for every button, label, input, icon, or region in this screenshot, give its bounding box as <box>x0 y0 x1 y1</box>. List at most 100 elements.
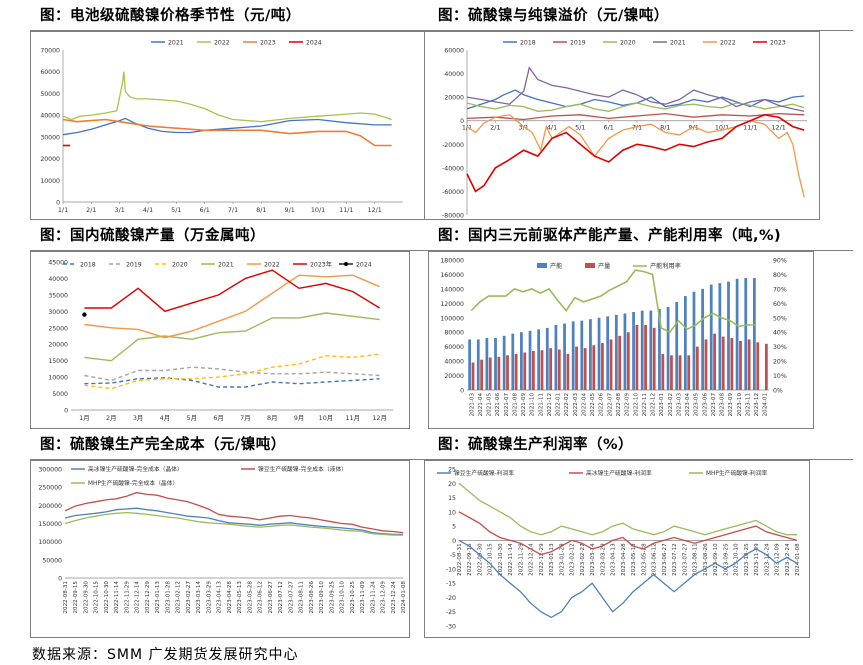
c4-x-tick-label: 2023-01 <box>659 393 665 417</box>
chart4-panel: 0 20000 40000 60000 80000 100000 120000 140000 1… <box>428 251 814 429</box>
c1-y-tick-label: 40000 <box>40 113 60 120</box>
c4-y-tick-label: 40000 <box>444 359 464 366</box>
c5-x-tick-label: 2023-11-24 <box>370 581 376 614</box>
c3-y-tick-label: 25000 <box>48 325 68 332</box>
c5-x-tick-label: 2022-11-14 <box>114 581 120 614</box>
c5-x-tick-label: 2023-05-13 <box>237 581 243 614</box>
c4-y-tick-label: 20000 <box>444 373 464 380</box>
chart2-svg: -80000 -60000 -40000 -20000 0 20000 40000 60000… <box>442 39 807 220</box>
c4-bar-capacity <box>692 291 696 390</box>
c1-x-tick-label: 6/1 <box>200 206 210 214</box>
c2-legend-label: 2018 <box>520 39 536 46</box>
c5-x-tick-label: 2023-02-27 <box>186 581 192 614</box>
c4-y-tick-label: 180000 <box>440 258 464 265</box>
chart3-svg: 0 5000 10000 15000 20000 25000 30000 35000 40000… <box>48 260 393 422</box>
c5-x-tick-label: 2023-06-27 <box>268 581 274 614</box>
c2-line-2022 <box>466 114 805 198</box>
c4-x-tick-label: 2023-08 <box>720 393 726 417</box>
c6-y-tick-label: -5 <box>450 552 456 559</box>
c6-x-tick-label: 2023-02-12 <box>570 543 576 576</box>
chart1-panel: 0 10000 20000 30000 40000 50000 60000 70000 1/1 2… <box>30 31 428 220</box>
c1-x-tick-label: 8/1 <box>256 206 266 214</box>
c2-y-tick-label: 40000 <box>444 71 464 78</box>
c6-x-tick-label: 2023-02-27 <box>580 543 586 576</box>
c4-bar-capacity <box>709 284 713 390</box>
c5-x-tick-label: 2023-05-28 <box>247 581 253 614</box>
c4-bar-output <box>609 339 613 390</box>
c1-legend-label: 2024 <box>306 39 322 46</box>
c4-x-tick-label: 2023-02 <box>668 393 674 416</box>
c4-bar-capacity <box>520 332 523 390</box>
c4-bar-output <box>549 348 553 390</box>
c5-x-tick-label: 2022-12-29 <box>145 581 151 614</box>
c4-x-tick-label: 2022-12 <box>651 393 657 416</box>
c5-x-tick-label: 2023-10-10 <box>340 581 346 614</box>
c3-y-tick-label: 35000 <box>48 292 68 299</box>
c1-y-tick-label: 10000 <box>40 178 60 185</box>
c4-bar-capacity <box>683 296 687 390</box>
c3-x-tick-label: 6月 <box>213 414 223 422</box>
c1-x-tick-label: 10/1 <box>311 206 325 214</box>
c6-x-tick-label: 2022-12-14 <box>529 543 535 576</box>
c5-x-tick-label: 2022-12-14 <box>135 581 141 614</box>
c5-x-tick-label: 2022-10-30 <box>104 581 110 614</box>
c6-legend-label: MHP生产硫酸镍-利润率 <box>706 469 768 477</box>
c1-line-2023 <box>62 118 392 147</box>
c4-bar-capacity <box>554 325 558 390</box>
c1-x-tick-label: 7/1 <box>228 206 238 214</box>
c5-x-tick-label: 2023-01-28 <box>165 581 171 614</box>
c6-y-tick-label: -30 <box>446 624 456 631</box>
c2-legend-label: 2020 <box>620 39 636 46</box>
c6-legend-label: 镍豆生产硫酸镍-利润率 <box>454 469 514 477</box>
c5-x-tick-label: 2023-02-12 <box>176 581 182 614</box>
c5-x-tick-label: 2023-09-25 <box>329 581 335 614</box>
c2-legend-label: 2022 <box>720 39 736 46</box>
c4-x-tick-label: 2023-09 <box>728 393 734 417</box>
c3-x-tick-label: 4月 <box>160 414 170 422</box>
c4-bar-output <box>497 356 501 390</box>
c5-y-tick-label: 250000 <box>38 485 62 492</box>
c1-y-tick-label: 50000 <box>40 91 60 98</box>
c4-x-tick-label: 2021-07 <box>504 393 510 417</box>
c5-x-tick-label: 2023-01-13 <box>155 581 161 614</box>
c4-legend-swatch <box>585 263 595 268</box>
c5-x-tick-label: 2023-12-09 <box>381 581 387 614</box>
c4-bar-output <box>721 336 725 390</box>
c2-y-tick-label: 0 <box>460 118 464 125</box>
c3-y-tick-label: 15000 <box>48 358 68 365</box>
chart1-svg: 0 10000 20000 30000 40000 50000 60000 70000 1/1 2… <box>40 39 403 214</box>
c5-x-tick-label: 2023-08-26 <box>309 581 315 614</box>
c4-bar-output <box>506 355 509 390</box>
c1-y-tick-label: 70000 <box>40 48 60 55</box>
c5-x-tick-label: 2023-04-13 <box>217 581 223 614</box>
c2-x-tick-label: 5/1 <box>575 124 585 132</box>
c4-bar-capacity <box>545 327 549 390</box>
c2-x-tick-label: 2/1 <box>490 124 500 132</box>
c4-x-tick-label: 2022-04 <box>581 393 587 417</box>
c4-bar-capacity <box>571 321 575 390</box>
c2-x-tick-label: 10/1 <box>715 124 729 132</box>
c4-bar-capacity <box>649 310 653 390</box>
c4-x-tick-label: 2022-06 <box>599 393 605 417</box>
c4-y2-tick-label: 90% <box>773 258 787 265</box>
c4-bar-output <box>747 339 751 390</box>
c2-x-tick-label: 8/1 <box>660 124 670 132</box>
c6-x-tick-label: 2023-07-12 <box>672 543 678 576</box>
c4-bar-output <box>635 325 639 390</box>
c5-x-tick-label: 2023-07-12 <box>278 581 284 614</box>
c4-bar-output <box>670 355 673 390</box>
c3-line-2021 <box>84 312 380 362</box>
chart1-title: 图：电池级硫酸镍价格季节性（元/吨） <box>40 8 301 24</box>
c6-x-tick-label: 2024-01-08 <box>795 543 801 576</box>
chart3-panel: 0 5000 10000 15000 20000 25000 30000 35000 40000… <box>30 251 410 429</box>
c4-bar-output <box>575 346 578 390</box>
c1-line-2021 <box>62 117 392 136</box>
c6-y-tick-label: 15 <box>448 495 456 502</box>
c5-x-tick-label: 2023-03-14 <box>196 581 202 614</box>
c5-x-tick-label: 2023-12-24 <box>391 581 397 614</box>
c5-x-tick-label: 2022-11-29 <box>124 581 130 614</box>
c1-x-tick-label: 11/1 <box>339 206 353 214</box>
c4-y2-tick-label: 20% <box>773 359 787 366</box>
c4-y2-tick-label: 50% <box>773 315 787 322</box>
c4-legend-label: 产量 <box>598 262 610 270</box>
